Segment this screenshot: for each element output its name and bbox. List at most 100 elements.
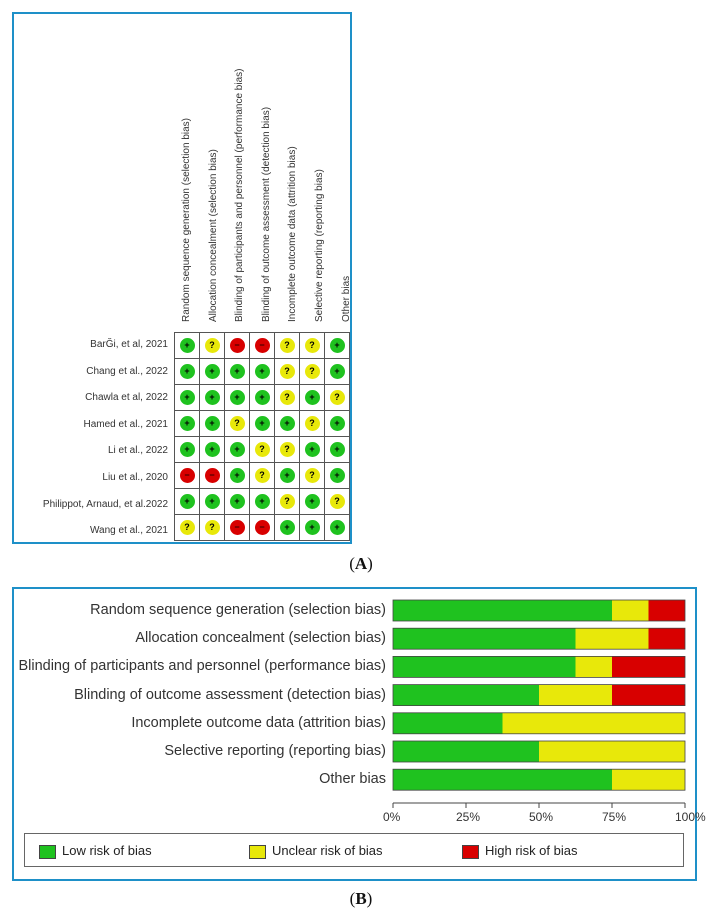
risk-high-icon: − [179,467,195,483]
grid-cell: + [174,384,200,411]
risk-unclear-icon: ? [304,467,320,483]
grid-cell: + [199,410,225,437]
risk-low-icon: + [179,493,195,509]
bar-segment [393,741,539,762]
grid-cell: ? [274,436,300,463]
column-header: Selective reporting (reporting bias) [314,169,325,322]
study-label: Li et al., 2022 [107,445,168,457]
risk-low-icon: + [279,519,295,535]
risk-low-icon: + [304,519,320,535]
grid-cell: + [199,358,225,385]
risk-unclear-icon: ? [254,467,270,483]
table-row: + +? + +? + [174,410,350,437]
risk-low-icon: + [229,467,245,483]
risk-low-icon: + [229,363,245,379]
grid-cell: ? [274,488,300,515]
grid-cell: ? [299,358,325,385]
risk-low-icon: + [329,519,345,535]
bar-segment [648,600,685,621]
risk-unclear-icon: ? [229,415,245,431]
grid-cell: ? [324,384,350,411]
caption-b: (B) [349,889,373,908]
grid-cell: ? [324,488,350,515]
risk-low-icon: + [204,389,220,405]
risk-low-icon: + [254,363,270,379]
grid-cell: ? [199,332,225,359]
risk-low-icon: + [304,493,320,509]
risk-unclear-icon: ? [304,363,320,379]
table-row: +? − −?? + [174,332,350,359]
bar-segment [393,628,576,650]
bar-segment [575,628,649,650]
risk-unclear-icon: ? [329,389,345,405]
column-header: Blinding of participants and personnel (… [234,68,246,322]
bar-segment [539,741,685,762]
grid-cell: + [299,488,325,515]
grid-cell: + [324,462,350,489]
bar-segment [612,656,685,678]
bar-segment [612,600,649,621]
risk-of-bias-grid: +? − −?? + + + + +?? + + + + +? +? + +? + +? + + + +?? + + − − +? +… [174,332,350,541]
risk-high-icon: − [254,337,270,353]
bar-outline [392,768,686,791]
grid-cell: + [299,384,325,411]
bar-segment [575,656,612,678]
grid-cell: + [324,410,350,437]
bar-segment [502,712,685,734]
bar-outline [392,684,686,706]
grid-cell: + [274,410,300,437]
grid-cell: ? [274,332,300,359]
category-label: Allocation concealment (selection bias) [135,630,386,647]
risk-low-icon: + [329,467,345,483]
grid-cell: + [299,436,325,463]
grid-cell: + [224,488,250,515]
grid-cell: + [224,462,250,489]
risk-low-icon: + [329,415,345,431]
risk-low-icon: + [204,441,220,457]
risk-of-bias-graph-panel: Random sequence generation (selection bi… [12,587,706,881]
grid-cell: + [324,436,350,463]
risk-low-icon: + [254,389,270,405]
risk-low-icon: + [179,389,195,405]
risk-high-icon: − [204,467,220,483]
risk-unclear-icon: ? [279,389,295,405]
bar-outline [392,599,686,622]
table-row: ?? − − + + + [174,514,350,541]
legend-item-high: High risk of bias [462,843,577,859]
caption-a: (A) [349,554,373,573]
bar-segment [612,769,685,791]
column-header: Incomplete outcome data (attrition bias) [287,146,299,322]
grid-cell: + [199,488,225,515]
x-tick-label: 25% [456,810,481,824]
category-label: Other bias [319,771,386,788]
table-row: + + + +? +? [174,488,350,515]
grid-cell: + [324,514,350,541]
risk-unclear-icon: ? [279,441,295,457]
legend: Low risk of bias Unclear risk of bias Hi… [24,833,684,867]
column-header: Allocation concealment (selection bias) [207,149,219,322]
grid-cell: ? [299,332,325,359]
grid-cell: + [274,514,300,541]
grid-cell: + [224,436,250,463]
grid-cell: + [174,436,200,463]
table-row: + + + +? +? [174,384,350,411]
grid-cell: + [324,358,350,385]
grid-cell: ? [299,462,325,489]
grid-cell: ? [274,384,300,411]
risk-unclear-icon: ? [204,519,220,535]
column-header: Blinding of outcome assessment (detectio… [260,106,272,322]
risk-unclear-icon: ? [179,519,195,535]
grid-cell: ? [249,462,275,489]
grid-cell: − [224,514,250,541]
bar-segment [393,684,539,706]
bar-segment [539,684,612,706]
risk-unclear-icon: ? [329,493,345,509]
risk-low-icon: + [229,493,245,509]
x-tick-label: 75% [602,810,627,824]
grid-cell: + [249,410,275,437]
category-label: Random sequence generation (selection bi… [90,602,386,618]
legend-label-high: High risk of bias [485,843,578,858]
legend-label-low: Low risk of bias [62,843,152,858]
risk-of-bias-summary-panel: Random sequence generation (selection bi… [12,12,352,544]
risk-low-icon: + [229,441,245,457]
